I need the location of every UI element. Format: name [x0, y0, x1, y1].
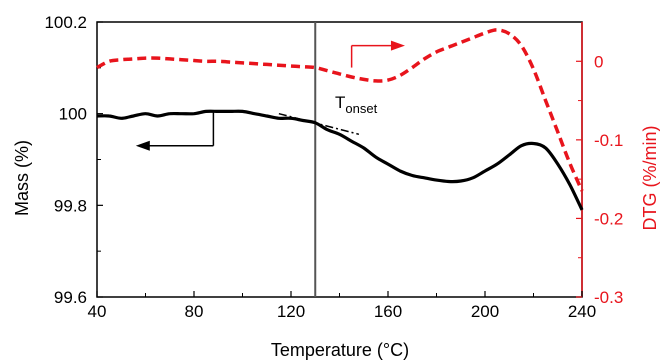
x-tick-label: 160 — [374, 302, 402, 321]
mass-arrow-head — [135, 140, 150, 151]
x-tick-label: 120 — [277, 302, 305, 321]
plot-area — [96, 21, 583, 298]
left-tick-label: 100.2 — [44, 13, 87, 32]
right-axis-title: DTG (%/min) — [640, 126, 660, 231]
plot-frame — [96, 21, 583, 298]
x-tick-label: 240 — [568, 302, 596, 321]
onset-annotation-main: T — [335, 93, 345, 112]
mass-series-line — [96, 109, 584, 211]
onset-annotation: Tonset — [335, 93, 378, 116]
onset-tangent-line — [278, 112, 360, 136]
x-axis-title: Temperature (°C) — [271, 340, 409, 360]
x-tick-label: 40 — [88, 302, 107, 321]
left-tick-label: 100 — [59, 105, 87, 124]
x-tick-label: 200 — [471, 302, 499, 321]
right-tick-label: 0 — [594, 52, 603, 71]
left-tick-label: 99.8 — [54, 196, 87, 215]
right-ticks: 0 -0.1 -0.2 -0.3 — [576, 52, 623, 307]
x-tick-label: 80 — [185, 302, 204, 321]
left-axis-title: Mass (%) — [12, 140, 32, 216]
right-tick-label: -0.2 — [594, 209, 623, 228]
right-tick-label: -0.3 — [594, 288, 623, 307]
series-layer — [96, 28, 584, 211]
x-ticks: 40 80 120 160 200 240 — [88, 291, 596, 321]
left-ticks: 99.6 99.8 100 100.2 — [44, 13, 103, 307]
arrows-layer — [135, 40, 405, 151]
dtg-series-line — [96, 28, 584, 192]
dtg-arrow-head — [390, 40, 405, 51]
left-tick-label: 99.6 — [54, 288, 87, 307]
onset-annotation-sub: onset — [345, 101, 377, 116]
right-tick-label: -0.1 — [594, 131, 623, 150]
